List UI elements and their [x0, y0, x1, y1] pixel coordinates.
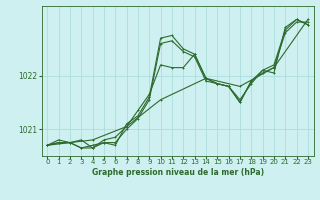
X-axis label: Graphe pression niveau de la mer (hPa): Graphe pression niveau de la mer (hPa)	[92, 168, 264, 177]
